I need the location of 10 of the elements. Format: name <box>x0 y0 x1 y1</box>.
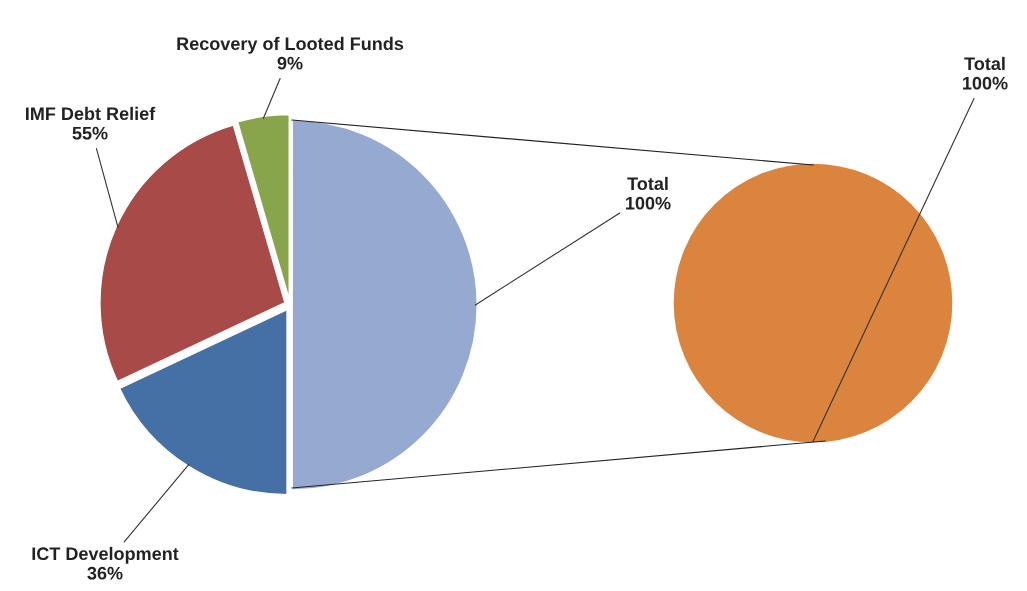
data-label: 36% <box>87 566 123 580</box>
data-label: 55% <box>72 126 108 140</box>
slice-label: Total <box>964 56 1005 71</box>
data-label: 100% <box>963 76 1008 90</box>
slice-label: Total <box>627 176 668 191</box>
slice-label: ICT Development <box>32 546 179 564</box>
data-label: 9% <box>277 56 303 70</box>
slice-label: Recovery of Looted Funds <box>177 36 404 54</box>
data-label: 100% <box>626 196 671 210</box>
slice-label: IMF Debt Relief <box>26 106 156 121</box>
